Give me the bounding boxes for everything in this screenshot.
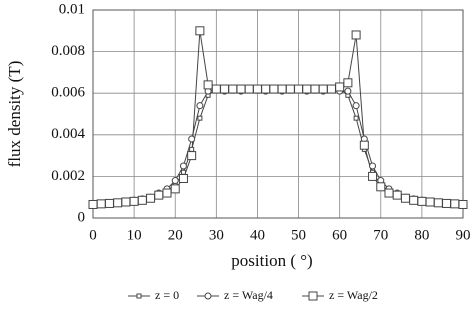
legend-marker	[308, 291, 318, 301]
data-point	[196, 102, 204, 110]
data-point	[188, 135, 196, 143]
x-tick-label: 60	[332, 227, 347, 243]
data-point	[277, 84, 287, 94]
y-axis-label: flux density (T)	[5, 61, 24, 168]
data-point	[189, 146, 195, 152]
data-point	[187, 151, 197, 161]
data-point	[392, 190, 402, 200]
data-point	[310, 84, 320, 94]
y-tick-label: 0	[78, 209, 86, 225]
data-point	[180, 169, 186, 175]
data-point	[269, 84, 279, 94]
x-axis-label: position ( °)	[231, 251, 312, 270]
x-tick-label: 0	[89, 227, 97, 243]
data-point	[121, 197, 131, 207]
x-tick-label: 20	[168, 227, 183, 243]
data-point	[384, 188, 394, 198]
data-point	[450, 199, 460, 209]
data-point	[211, 84, 221, 94]
data-point	[146, 193, 156, 203]
x-tick-label: 40	[250, 227, 265, 243]
data-point	[442, 198, 452, 208]
y-tick-label: 0.008	[51, 43, 85, 59]
legend-label: z = 0	[155, 288, 179, 302]
data-point	[171, 177, 179, 185]
x-tick-label: 80	[414, 227, 429, 243]
data-point	[458, 199, 468, 209]
y-tick-label: 0.006	[51, 85, 85, 101]
legend-label: z = Wag/4	[224, 288, 273, 302]
data-point	[376, 182, 386, 192]
data-point	[400, 193, 410, 203]
x-tick-label: 70	[373, 227, 388, 243]
y-tick-label: 0.002	[51, 168, 85, 184]
legend-label: z = Wag/2	[329, 288, 378, 302]
x-tick-label: 50	[291, 227, 306, 243]
data-point	[162, 188, 172, 198]
data-point	[302, 84, 312, 94]
data-point	[195, 26, 205, 36]
data-point	[352, 102, 360, 110]
data-point	[261, 84, 271, 94]
data-point	[113, 198, 123, 208]
data-point	[228, 84, 238, 94]
series-line	[92, 30, 464, 205]
data-point	[409, 195, 419, 205]
data-point	[335, 82, 345, 92]
data-point	[359, 140, 369, 150]
y-tick-label: 0.004	[51, 126, 85, 142]
data-point	[433, 198, 443, 208]
data-point	[154, 190, 164, 200]
data-point	[137, 195, 147, 205]
x-tick-label: 90	[456, 227, 471, 243]
data-point	[88, 199, 98, 209]
data-point	[129, 196, 139, 206]
data-point	[197, 115, 203, 121]
data-point	[220, 84, 230, 94]
data-point	[326, 84, 336, 94]
data-point	[343, 78, 353, 88]
data-point	[351, 30, 361, 40]
data-point	[104, 198, 114, 208]
data-point	[425, 197, 435, 207]
data-point	[417, 196, 427, 206]
y-tick-label: 0.01	[59, 1, 85, 17]
data-point	[170, 184, 180, 194]
data-point	[294, 84, 304, 94]
data-point	[368, 171, 378, 181]
data-point	[236, 84, 246, 94]
plot-frame	[92, 9, 464, 219]
data-point	[96, 199, 106, 209]
data-point	[203, 80, 213, 90]
x-tick-label: 30	[209, 227, 224, 243]
data-point	[353, 115, 359, 121]
data-point	[285, 84, 295, 94]
data-point	[252, 84, 262, 94]
x-tick-label: 10	[127, 227, 142, 243]
data-point	[178, 173, 188, 183]
legend-marker	[204, 292, 212, 300]
data-point	[244, 84, 254, 94]
data-point	[318, 84, 328, 94]
series-line	[93, 88, 463, 204]
data-point	[344, 87, 352, 95]
data-point	[179, 162, 187, 170]
legend-marker	[136, 293, 142, 299]
data-point	[369, 162, 377, 170]
series-line	[92, 88, 464, 205]
